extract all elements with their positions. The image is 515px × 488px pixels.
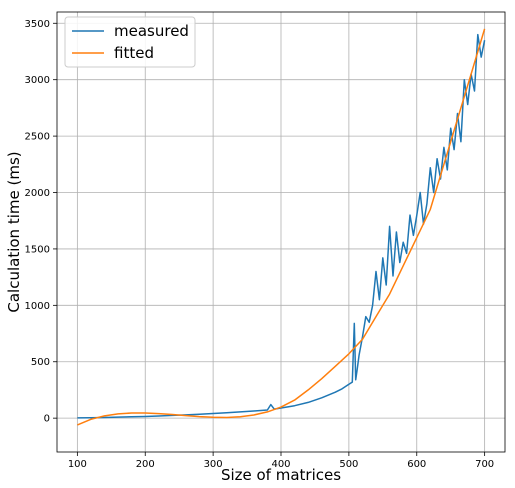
grid: [57, 12, 505, 452]
x-tick-label: 200: [136, 459, 155, 470]
legend-box: [64, 16, 196, 68]
series-group: [77, 28, 486, 426]
y-axis-title: Calculation time (ms): [5, 151, 23, 312]
x-tick-label: 700: [475, 459, 494, 470]
legend-label-fitted: fitted: [114, 44, 154, 62]
x-tick-label: 600: [407, 459, 426, 470]
y-tick-label: 500: [31, 357, 50, 368]
legend-label-measured: measured: [114, 22, 189, 40]
y-tick-label: 1500: [25, 244, 50, 255]
y-tick-label: 1000: [25, 301, 50, 312]
x-tick-label: 300: [204, 459, 223, 470]
legend: measured fitted: [64, 16, 196, 68]
y-tick-label: 3000: [25, 75, 50, 86]
y-tick-label: 2000: [25, 188, 50, 199]
x-axis-title: Size of matrices: [221, 466, 341, 484]
x-tick-label: 100: [68, 459, 87, 470]
ticks-group: 100 200 300 400 500 600 700 0 500 1000 1500 2000 250…: [25, 19, 495, 470]
series-line-fitted: [77, 28, 486, 426]
x-tick-label: 400: [271, 459, 290, 470]
x-tick-label: 500: [339, 459, 358, 470]
y-tick-label: 2500: [25, 132, 50, 143]
y-tick-label: 3500: [25, 19, 50, 30]
series-line-measured: [77, 33, 486, 419]
y-tick-label: 0: [44, 414, 50, 425]
